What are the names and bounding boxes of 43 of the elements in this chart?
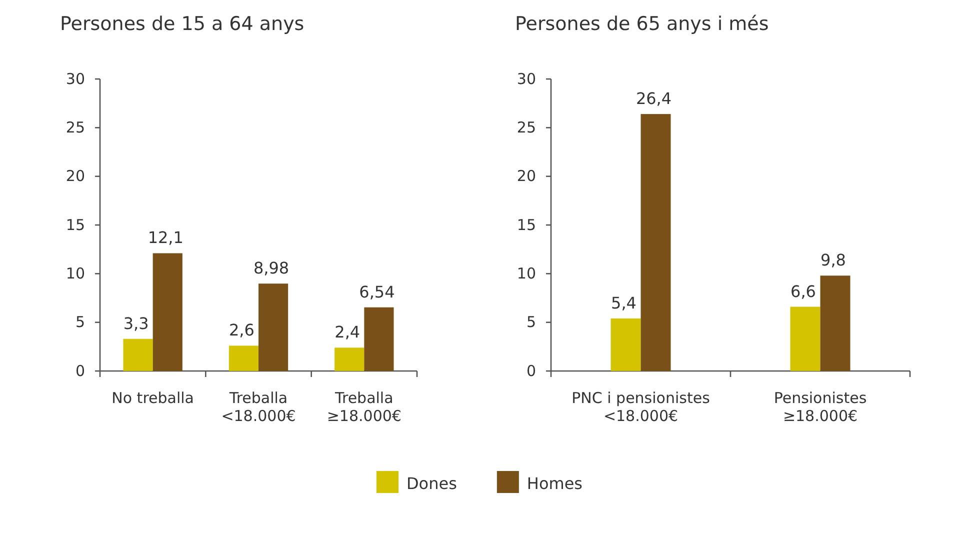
chart-title: Persones de 65 anys i més [515, 13, 769, 35]
data-label: 5,4 [611, 293, 636, 312]
data-label: 8,98 [253, 258, 290, 278]
y-tick-label: 15 [516, 216, 536, 234]
y-tick-label: 0 [526, 362, 536, 380]
data-label: 6,6 [790, 282, 816, 301]
data-label: 9,8 [820, 250, 846, 270]
data-label: 2,6 [228, 320, 254, 340]
bar [334, 348, 364, 371]
y-tick-label: 10 [66, 264, 85, 282]
data-label: 6,54 [359, 282, 395, 302]
bar [820, 276, 850, 371]
y-tick-label: 25 [516, 118, 536, 136]
x-tick-label: Pensionistes ≥18.000€ [774, 389, 867, 425]
bar [258, 284, 288, 371]
bar [152, 253, 182, 371]
y-tick-label: 10 [516, 264, 536, 282]
chart-title: Persones de 15 a 64 anys [60, 13, 304, 35]
bar [364, 307, 394, 371]
bar [228, 346, 258, 371]
x-tick-label: PNC i pensionistes <18.000€ [572, 389, 710, 425]
y-tick-label: 20 [66, 167, 85, 186]
x-tick-label: No treballa [112, 389, 194, 407]
data-label: 3,3 [123, 314, 149, 333]
y-tick-label: 30 [66, 70, 85, 88]
y-tick-label: 20 [516, 167, 536, 186]
x-tick-label: Treballa <18.000€ [221, 389, 296, 425]
data-label: 2,4 [334, 322, 360, 342]
y-tick-label: 5 [526, 313, 536, 332]
y-tick-label: 15 [66, 216, 85, 234]
bar [123, 338, 153, 371]
y-tick-label: 30 [516, 70, 536, 88]
data-label: 26,4 [636, 89, 672, 108]
y-tick-label: 0 [75, 362, 85, 380]
bar [790, 306, 820, 371]
data-label: 12,1 [148, 228, 184, 248]
y-tick-label: 25 [66, 118, 85, 136]
legend-label: Dones [406, 474, 457, 493]
bar [640, 114, 671, 371]
legend-label: Homes [526, 474, 583, 493]
bar [610, 318, 641, 371]
y-tick-label: 5 [75, 313, 85, 332]
x-tick-label: Treballa ≥18.000€ [326, 389, 402, 425]
